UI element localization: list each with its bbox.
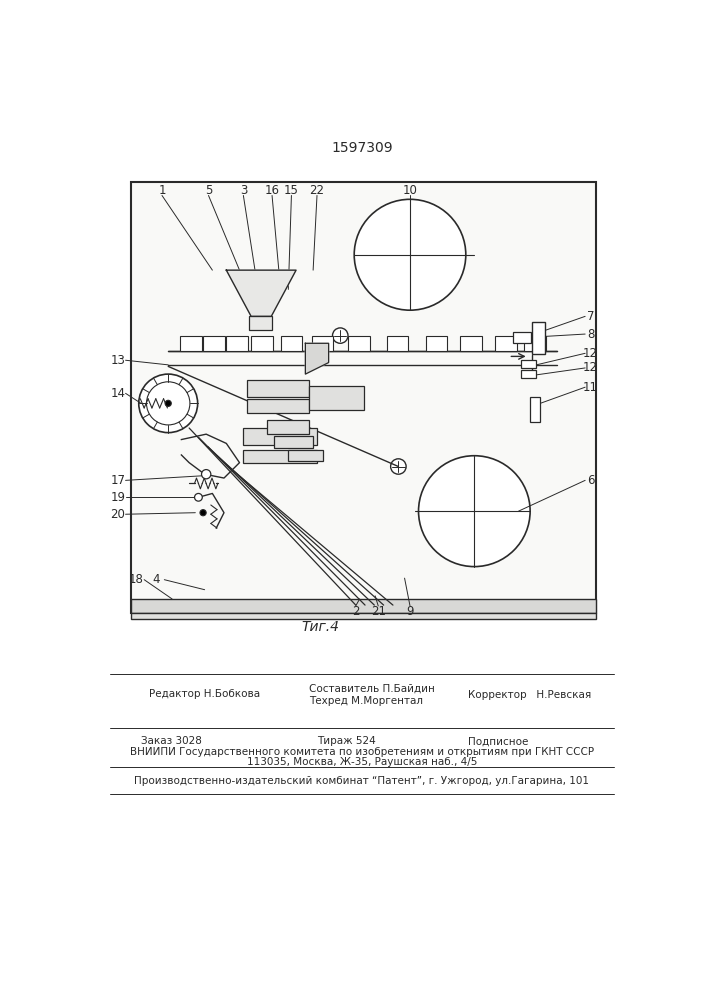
Bar — [521, 360, 537, 368]
Bar — [521, 370, 537, 378]
Text: 8: 8 — [587, 328, 595, 341]
Bar — [243, 428, 317, 445]
Text: 12: 12 — [583, 361, 598, 374]
Bar — [348, 336, 370, 351]
Text: Редактор Н.Бобкова: Редактор Н.Бобкова — [149, 689, 260, 699]
Text: 6: 6 — [587, 474, 595, 487]
Text: 1597309: 1597309 — [331, 141, 393, 155]
Text: 19: 19 — [110, 491, 125, 504]
Text: 11: 11 — [583, 381, 598, 394]
Circle shape — [332, 328, 348, 343]
Bar — [387, 336, 409, 351]
Text: 17: 17 — [110, 474, 125, 487]
Bar — [288, 450, 323, 461]
Text: 1: 1 — [158, 184, 165, 197]
Bar — [131, 613, 596, 619]
Text: 7: 7 — [587, 310, 595, 323]
Circle shape — [146, 382, 190, 425]
Text: 14: 14 — [110, 387, 125, 400]
Text: 13: 13 — [110, 354, 125, 367]
Bar — [530, 397, 540, 422]
Text: 20: 20 — [110, 508, 125, 521]
Circle shape — [354, 199, 466, 310]
Text: 2: 2 — [352, 605, 359, 618]
Text: 15: 15 — [284, 184, 299, 197]
Text: Техред М.Моргентал: Техред М.Моргентал — [309, 696, 423, 706]
Text: Тираж 524: Тираж 524 — [317, 736, 375, 746]
Text: 12: 12 — [583, 347, 598, 360]
Bar — [131, 182, 596, 613]
Polygon shape — [305, 343, 329, 374]
Text: Составитель П.Байдин: Составитель П.Байдин — [309, 683, 435, 693]
Text: 10: 10 — [402, 184, 417, 197]
Text: ВНИИПИ Государственного комитета по изобретениям и открытиям при ГКНТ СССР: ВНИИПИ Государственного комитета по изоб… — [130, 747, 594, 757]
Bar — [243, 450, 317, 463]
Text: 5: 5 — [205, 184, 212, 197]
Text: Производственно-издательский комбинат “Патент”, г. Ужгород, ул.Гагарина, 101: Производственно-издательский комбинат “П… — [134, 776, 590, 786]
Bar — [460, 336, 482, 351]
Bar — [226, 336, 248, 351]
Circle shape — [419, 456, 530, 567]
Bar — [513, 332, 531, 343]
Circle shape — [194, 493, 202, 501]
Bar — [267, 420, 309, 434]
Bar — [312, 336, 333, 351]
Bar — [180, 336, 201, 351]
Bar — [309, 386, 363, 410]
Text: Корректор   Н.Ревская: Корректор Н.Ревская — [468, 690, 591, 700]
Bar — [524, 336, 546, 351]
Bar — [426, 336, 448, 351]
Text: 22: 22 — [310, 184, 325, 197]
Bar — [203, 336, 225, 351]
Circle shape — [165, 400, 171, 406]
Text: 4: 4 — [153, 573, 160, 586]
Text: Подписное: Подписное — [468, 736, 529, 746]
Bar — [532, 322, 545, 354]
Bar — [247, 399, 309, 413]
Text: 18: 18 — [129, 573, 144, 586]
Bar — [249, 316, 272, 330]
Bar — [274, 436, 313, 448]
Text: 16: 16 — [264, 184, 279, 197]
Circle shape — [139, 374, 198, 433]
Bar — [131, 599, 596, 613]
Circle shape — [200, 510, 206, 516]
Circle shape — [391, 459, 406, 474]
Bar — [495, 336, 517, 351]
Text: Заказ 3028: Заказ 3028 — [141, 736, 202, 746]
Text: 3: 3 — [240, 184, 247, 197]
Text: 9: 9 — [407, 605, 414, 618]
Text: 113035, Москва, Ж-35, Раушская наб., 4/5: 113035, Москва, Ж-35, Раушская наб., 4/5 — [247, 757, 477, 767]
Circle shape — [201, 470, 211, 479]
Bar — [251, 336, 273, 351]
Bar — [247, 380, 309, 397]
Text: 21: 21 — [370, 605, 386, 618]
Bar — [281, 336, 303, 351]
Polygon shape — [226, 270, 296, 316]
Text: Τиг.4: Τиг.4 — [302, 620, 340, 634]
